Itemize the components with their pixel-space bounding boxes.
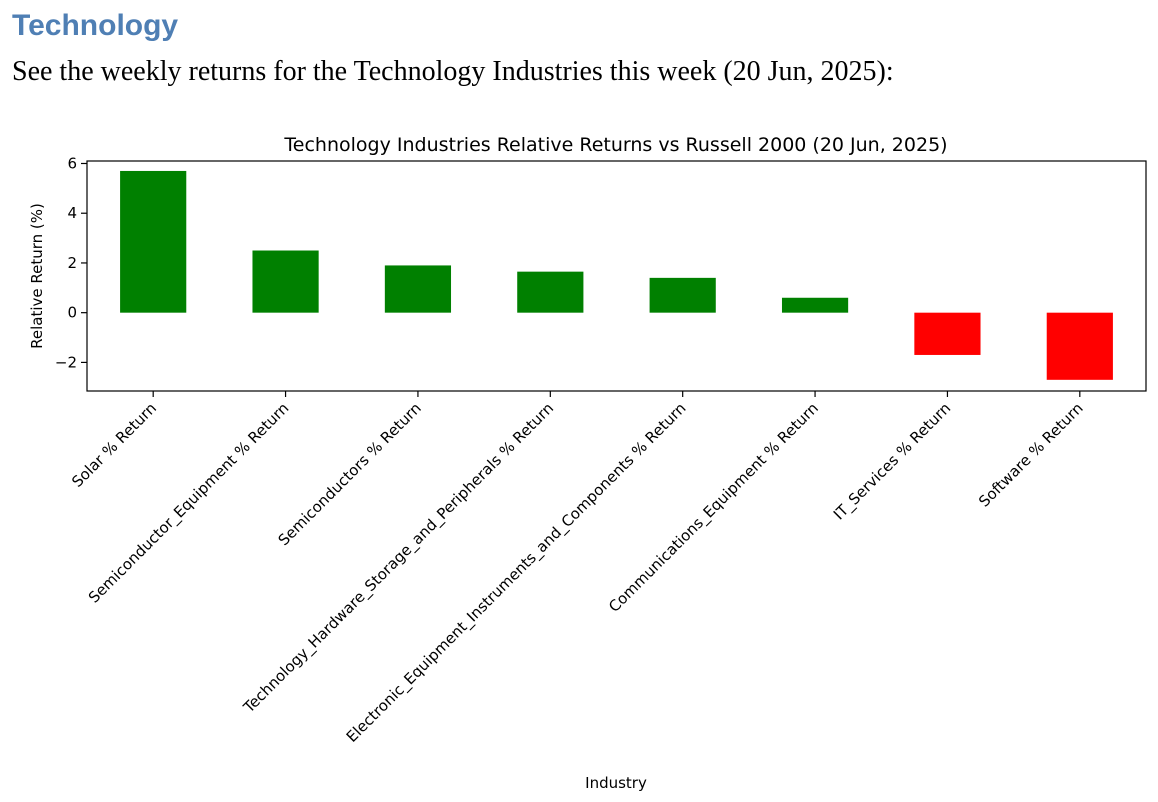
- y-tick-label-3: 0: [67, 304, 77, 322]
- y-axis: 6 4 2 0 −2: [55, 154, 87, 371]
- x-tick-label-5: Communications_Equipment % Return: [605, 399, 822, 616]
- bar-7: [1046, 312, 1113, 380]
- intro-text: See the weekly returns for the Technolog…: [12, 56, 894, 87]
- bar-0: [120, 170, 187, 313]
- bar-2: [384, 265, 452, 313]
- y-axis-label: Relative Return (%): [28, 203, 46, 349]
- y-tick-label-4: −2: [55, 353, 77, 371]
- y-tick-label-2: 2: [67, 254, 77, 272]
- bar-5: [781, 297, 849, 313]
- bars-layer: [120, 170, 1113, 380]
- x-tick-label-3: Technology_Hardware_Storage_and_Peripher…: [239, 399, 558, 718]
- x-tick-label-7: Software % Return: [975, 399, 1087, 511]
- bar-6: [914, 312, 981, 355]
- bar-4: [649, 277, 716, 313]
- bar-3: [517, 271, 584, 313]
- x-tick-label-6: IT_Services % Return: [830, 399, 955, 524]
- plot-frame: [86, 160, 1147, 392]
- y-tick-label-1: 4: [67, 204, 77, 222]
- chart-title: Technology Industries Relative Returns v…: [283, 134, 947, 156]
- section-heading: Technology: [12, 9, 179, 42]
- bar-1: [252, 250, 319, 313]
- x-tick-label-0: Solar % Return: [68, 399, 160, 491]
- x-axis-label: Industry: [585, 774, 647, 792]
- y-tick-label-0: 6: [67, 154, 77, 172]
- x-tick-label-2: Semiconductors % Return: [275, 399, 425, 549]
